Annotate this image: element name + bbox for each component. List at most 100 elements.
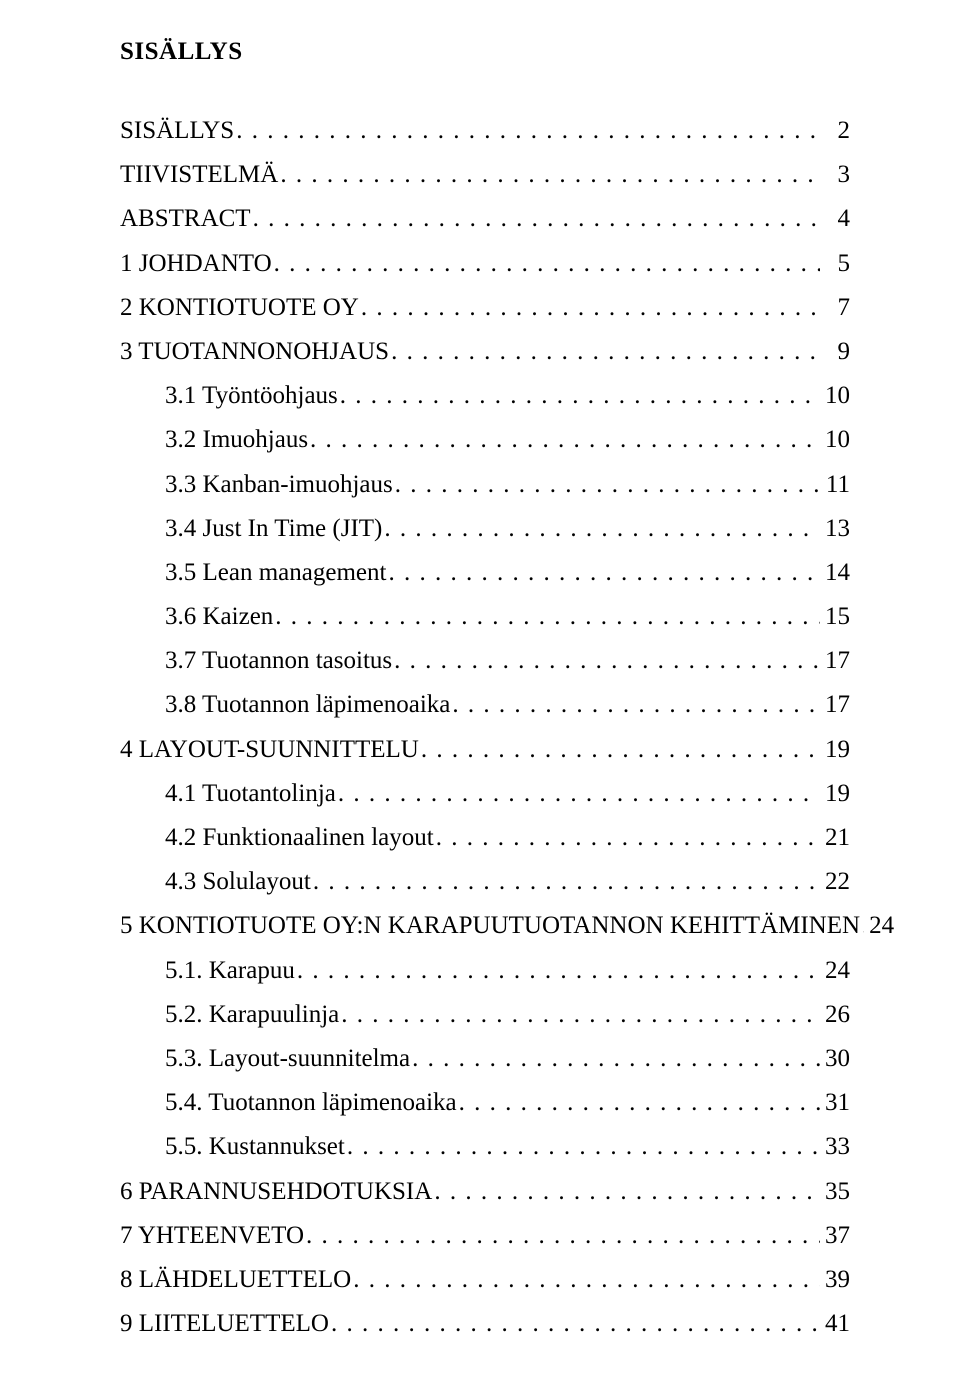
toc-label: 1 JOHDANTO bbox=[120, 251, 272, 276]
toc-label: 4.3 Solulayout bbox=[120, 869, 311, 894]
toc-page-number: 24 bbox=[820, 958, 850, 983]
toc-label: 3.8 Tuotannon läpimenoaika bbox=[120, 692, 450, 717]
toc-page-number: 15 bbox=[820, 604, 850, 629]
toc-label: 3 TUOTANNONOHJAUS bbox=[120, 339, 389, 364]
toc-label: 3.3 Kanban-imuohjaus bbox=[120, 472, 393, 497]
toc-page-number: 14 bbox=[820, 560, 850, 585]
toc-page-number: 33 bbox=[820, 1134, 850, 1159]
toc-label: 4.1 Tuotantolinja bbox=[120, 781, 336, 806]
toc-leader-dots bbox=[359, 295, 820, 320]
toc-page-number: 7 bbox=[820, 295, 850, 320]
toc-row: 3.5 Lean management 14 bbox=[120, 560, 850, 585]
toc-label: TIIVISTELMÄ bbox=[120, 162, 278, 187]
toc-label: 5.2. Karapuulinja bbox=[120, 1002, 339, 1027]
toc-row: 4.3 Solulayout22 bbox=[120, 869, 850, 894]
toc-leader-dots bbox=[392, 648, 820, 673]
toc-page-number: 31 bbox=[820, 1090, 850, 1115]
toc-leader-dots bbox=[450, 692, 820, 717]
toc-row: 3.3 Kanban-imuohjaus 11 bbox=[120, 472, 850, 497]
toc-label: 5.5. Kustannukset bbox=[120, 1134, 345, 1159]
toc-leader-dots bbox=[278, 162, 820, 187]
toc-label: 3.7 Tuotannon tasoitus bbox=[120, 648, 392, 673]
toc-label: 6 PARANNUSEHDOTUKSIA bbox=[120, 1179, 432, 1204]
toc-page-number: 13 bbox=[820, 516, 850, 541]
toc-leader-dots bbox=[272, 251, 820, 276]
toc-page-number: 26 bbox=[820, 1002, 850, 1027]
toc-page-number: 17 bbox=[820, 692, 850, 717]
toc-page-number: 39 bbox=[820, 1267, 850, 1292]
toc-row: 1 JOHDANTO 5 bbox=[120, 251, 850, 276]
toc-row: 6 PARANNUSEHDOTUKSIA 35 bbox=[120, 1179, 850, 1204]
toc-leader-dots bbox=[251, 206, 820, 231]
toc-row: 5.4. Tuotannon läpimenoaika 31 bbox=[120, 1090, 850, 1115]
toc-label: ABSTRACT bbox=[120, 206, 251, 231]
toc-row: 5.2. Karapuulinja 26 bbox=[120, 1002, 850, 1027]
toc-page-number: 17 bbox=[820, 648, 850, 673]
toc-page-number: 9 bbox=[820, 339, 850, 364]
toc-label: 3.2 Imuohjaus bbox=[120, 427, 308, 452]
table-of-contents: SISÄLLYS 2 TIIVISTELMÄ 3 ABSTRACT4 1 JOHDANTO… bbox=[120, 118, 850, 1336]
toc-leader-dots bbox=[304, 1223, 820, 1248]
toc-leader-dots bbox=[311, 869, 820, 894]
toc-row: 3 TUOTANNONOHJAUS 9 bbox=[120, 339, 850, 364]
toc-row: 3.2 Imuohjaus 10 bbox=[120, 427, 850, 452]
toc-row: 8 LÄHDELUETTELO39 bbox=[120, 1267, 850, 1292]
toc-page-number: 24 bbox=[864, 913, 894, 938]
toc-row: TIIVISTELMÄ 3 bbox=[120, 162, 850, 187]
toc-row: 2 KONTIOTUOTE OY 7 bbox=[120, 295, 850, 320]
toc-row: 7 YHTEENVETO 37 bbox=[120, 1223, 850, 1248]
toc-label: 4.2 Funktionaalinen layout bbox=[120, 825, 434, 850]
toc-leader-dots bbox=[410, 1046, 820, 1071]
toc-label: SISÄLLYS bbox=[120, 118, 234, 143]
toc-leader-dots bbox=[457, 1090, 820, 1115]
toc-leader-dots bbox=[308, 427, 820, 452]
toc-page-number: 2 bbox=[820, 118, 850, 143]
toc-page-number: 21 bbox=[820, 825, 850, 850]
toc-row: 4 LAYOUT-SUUNNITTELU19 bbox=[120, 737, 850, 762]
toc-page-number: 3 bbox=[820, 162, 850, 187]
toc-row: 5.3. Layout-suunnitelma 30 bbox=[120, 1046, 850, 1071]
toc-leader-dots bbox=[351, 1267, 820, 1292]
toc-leader-dots bbox=[295, 958, 820, 983]
toc-page-number: 30 bbox=[820, 1046, 850, 1071]
toc-row: 3.6 Kaizen15 bbox=[120, 604, 850, 629]
toc-page-number: 11 bbox=[820, 472, 850, 497]
toc-page-number: 37 bbox=[820, 1223, 850, 1248]
toc-leader-dots bbox=[434, 825, 820, 850]
toc-row: 3.8 Tuotannon läpimenoaika 17 bbox=[120, 692, 850, 717]
toc-label: 4 LAYOUT-SUUNNITTELU bbox=[120, 737, 419, 762]
toc-label: 3.1 Työntöohjaus bbox=[120, 383, 338, 408]
toc-row: 9 LIITELUETTELO41 bbox=[120, 1311, 850, 1336]
toc-row: SISÄLLYS 2 bbox=[120, 118, 850, 143]
toc-row: 3.4 Just In Time (JIT) 13 bbox=[120, 516, 850, 541]
toc-label: 5.1. Karapuu bbox=[120, 958, 295, 983]
toc-leader-dots bbox=[389, 339, 820, 364]
toc-row: 5.5. Kustannukset 33 bbox=[120, 1134, 850, 1159]
toc-row: 3.7 Tuotannon tasoitus 17 bbox=[120, 648, 850, 673]
toc-page-number: 35 bbox=[820, 1179, 850, 1204]
toc-label: 3.4 Just In Time (JIT) bbox=[120, 516, 382, 541]
page-title: SISÄLLYS bbox=[120, 38, 850, 66]
toc-page-number: 10 bbox=[820, 427, 850, 452]
toc-leader-dots bbox=[382, 516, 820, 541]
toc-label: 5.4. Tuotannon läpimenoaika bbox=[120, 1090, 457, 1115]
toc-row: ABSTRACT4 bbox=[120, 206, 850, 231]
toc-leader-dots bbox=[345, 1134, 820, 1159]
toc-label: 5.3. Layout-suunnitelma bbox=[120, 1046, 410, 1071]
toc-page-number: 19 bbox=[820, 781, 850, 806]
document-page: SISÄLLYS SISÄLLYS2TIIVISTELMÄ3ABSTRACT41… bbox=[0, 0, 960, 1379]
toc-leader-dots bbox=[419, 737, 820, 762]
toc-leader-dots bbox=[432, 1179, 820, 1204]
toc-leader-dots bbox=[329, 1311, 820, 1336]
toc-label: 2 KONTIOTUOTE OY bbox=[120, 295, 359, 320]
toc-row: 3.1 Työntöohjaus10 bbox=[120, 383, 850, 408]
toc-label: 7 YHTEENVETO bbox=[120, 1223, 304, 1248]
toc-page-number: 5 bbox=[820, 251, 850, 276]
toc-label: 5 KONTIOTUOTE OY:N KARAPUUTUOTANNON KEHI… bbox=[120, 913, 860, 938]
toc-page-number: 41 bbox=[820, 1311, 850, 1336]
toc-leader-dots bbox=[339, 1002, 820, 1027]
toc-label: 3.5 Lean management bbox=[120, 560, 386, 585]
toc-leader-dots bbox=[234, 118, 820, 143]
toc-leader-dots bbox=[338, 383, 820, 408]
toc-row: 4.1 Tuotantolinja 19 bbox=[120, 781, 850, 806]
